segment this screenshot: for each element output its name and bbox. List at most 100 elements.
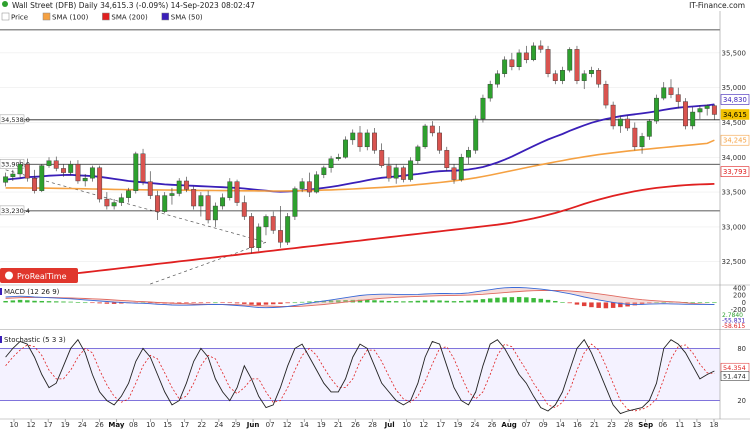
macd-histogram-bar: [560, 302, 565, 303]
macd-histogram-bar: [336, 300, 341, 303]
macd-histogram-bar: [191, 302, 196, 304]
ma-line: [5, 139, 715, 192]
macd-histogram-bar: [487, 298, 493, 303]
ma-line: [5, 103, 715, 193]
candle-body: [191, 189, 197, 207]
candle-body: [111, 202, 117, 207]
stoch-value-label: 51.474: [723, 373, 746, 381]
chart-title: Wall Street (DFB) Daily 34,615.3 (-0.09%…: [12, 1, 255, 10]
candle-body: [523, 52, 529, 61]
legend-label: SMA (100): [52, 14, 89, 22]
x-tick-label: 26: [95, 421, 104, 429]
macd-histogram-bar: [133, 302, 139, 304]
price-tick-label: 35,500: [722, 49, 747, 57]
candle-body: [422, 125, 428, 148]
candle-body: [675, 94, 681, 102]
candle-body: [502, 59, 508, 74]
x-tick-label: 19: [317, 421, 326, 429]
candle-body: [458, 157, 464, 180]
level-tag: [0, 114, 25, 125]
candle-body: [393, 167, 399, 179]
macd-histogram-bar: [459, 300, 464, 303]
macd-marker: [0, 288, 2, 295]
x-tick-label: 28: [368, 421, 377, 429]
macd-histogram-bar: [422, 300, 428, 303]
chart-legend: Price SMA (100) SMA (200) SMA (50): [1, 12, 203, 22]
candle-body: [379, 150, 385, 166]
x-tick-label: 17: [44, 421, 53, 429]
candle-body: [183, 180, 189, 190]
candle-body: [321, 167, 327, 175]
macd-histogram-bar: [278, 302, 283, 304]
candle-body: [509, 59, 515, 67]
macd-histogram-bar: [581, 302, 587, 307]
candle-body: [400, 167, 406, 180]
macd-histogram-bar: [610, 302, 616, 308]
macd-histogram-bar: [451, 301, 457, 303]
candle-body: [545, 49, 551, 74]
macd-histogram-bar: [227, 302, 233, 304]
candle-body: [104, 198, 110, 207]
macd-histogram-bar: [401, 301, 406, 303]
x-tick-label: 09: [539, 421, 548, 429]
candle-body: [690, 111, 696, 127]
macd-histogram-bar: [379, 300, 384, 303]
macd-line: [5, 287, 715, 309]
candle-body: [227, 181, 233, 198]
macd-histogram-bar: [444, 300, 450, 303]
macd-histogram-bar: [184, 302, 189, 304]
x-tick-label: 15: [163, 421, 172, 429]
candle-body: [205, 195, 211, 221]
candle-body: [299, 181, 305, 189]
candle-body: [212, 205, 218, 221]
x-tick-label: 21: [590, 421, 599, 429]
macd-histogram-bar: [574, 302, 580, 305]
macd-histogram-bar: [213, 302, 218, 304]
x-tick-label: 07: [266, 421, 275, 429]
macd-histogram-bar: [603, 302, 609, 309]
macd-histogram-bar: [618, 302, 623, 308]
macd-histogram-bar: [32, 300, 37, 303]
x-tick-label: 16: [573, 421, 582, 429]
stoch-tick-label: 80: [737, 345, 746, 353]
level-tag: [0, 205, 25, 216]
candle-body: [386, 165, 392, 179]
candle-body: [560, 70, 565, 81]
price-tag: [720, 109, 750, 120]
macd-histogram-bar: [39, 300, 45, 303]
candle-body: [697, 108, 703, 113]
candle-body: [437, 132, 442, 151]
candle-body: [596, 70, 602, 85]
x-tick-label: Sep: [638, 421, 653, 429]
candle-body: [3, 176, 9, 183]
macd-histogram-bar: [430, 300, 435, 303]
candle-body: [46, 160, 52, 166]
x-tick-label: 24: [471, 421, 480, 429]
x-tick-label: Jul: [384, 421, 395, 429]
macd-histogram-bar: [82, 302, 88, 304]
moving-average-lines: [5, 103, 715, 283]
macd-histogram-bar: [321, 300, 327, 303]
price-tick-label: 34,000: [722, 154, 747, 162]
x-tick-label: 19: [453, 421, 462, 429]
legend-swatch: [1, 12, 10, 21]
macd-histogram-bar: [408, 301, 413, 303]
macd-histogram-bar: [205, 302, 211, 304]
macd-tick-label: -200: [731, 306, 746, 314]
macd-histogram-bar: [393, 301, 399, 303]
candle-body: [415, 146, 421, 161]
x-tick-label: 29: [231, 421, 240, 429]
legend-swatch: [102, 12, 110, 21]
macd-histogram-bar: [90, 302, 95, 304]
x-tick-label: 24: [214, 421, 223, 429]
brand-label: IT-Finance.com: [689, 1, 745, 10]
stoch-marker: [0, 336, 2, 343]
macd-histogram-bar: [242, 302, 247, 304]
macd-histogram-bar: [466, 300, 471, 303]
candle-body: [306, 181, 312, 193]
candle-body: [198, 195, 204, 207]
macd-histogram-bar: [97, 302, 102, 304]
candle-body: [661, 87, 667, 99]
macd-histogram-bar: [234, 302, 240, 304]
